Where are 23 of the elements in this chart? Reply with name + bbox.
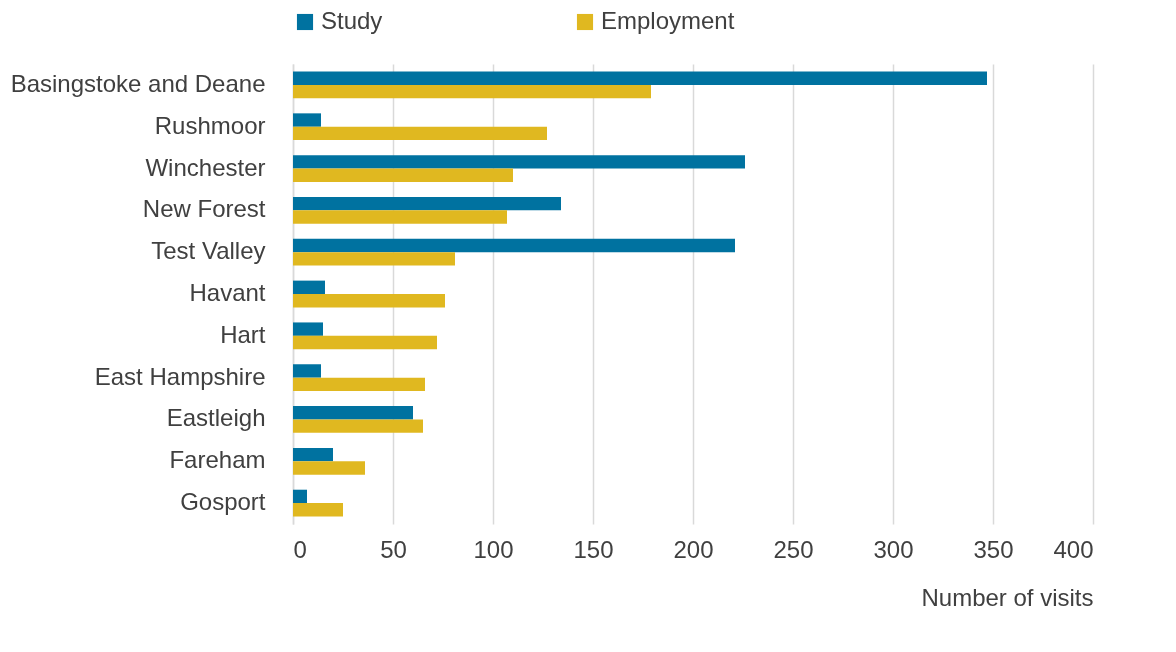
x-tick-label: 200 xyxy=(673,535,714,563)
x-tick-label: 250 xyxy=(773,535,814,563)
x-tick-label: 100 xyxy=(473,535,514,563)
y-tick-label: Winchester xyxy=(145,153,266,181)
x-tick-label: 50 xyxy=(380,535,407,563)
y-tick-label: East Hampshire xyxy=(94,362,266,390)
x-tick-label: 400 xyxy=(1053,535,1094,563)
y-tick-label: Eastleigh xyxy=(166,404,266,432)
x-tick-label: 0 xyxy=(293,535,307,563)
x-tick-label: 150 xyxy=(573,535,614,563)
legend-label: Study xyxy=(321,7,383,34)
x-tick-label: 300 xyxy=(873,535,914,563)
y-tick-label: Test Valley xyxy=(151,237,266,265)
x-axis-title: Number of visits xyxy=(921,583,1094,611)
y-tick-label: Havant xyxy=(189,279,266,306)
y-tick-label: Gosport xyxy=(180,488,266,516)
x-tick-label: 350 xyxy=(973,535,1014,563)
y-tick-label: Rushmoor xyxy=(154,111,266,139)
y-tick-label: New Forest xyxy=(142,195,266,223)
y-tick-label: Hart xyxy=(220,320,266,348)
legend-label: Employment xyxy=(601,7,735,34)
y-tick-label: Basingstoke and Deane xyxy=(10,69,266,97)
y-tick-label: Fareham xyxy=(169,446,266,474)
